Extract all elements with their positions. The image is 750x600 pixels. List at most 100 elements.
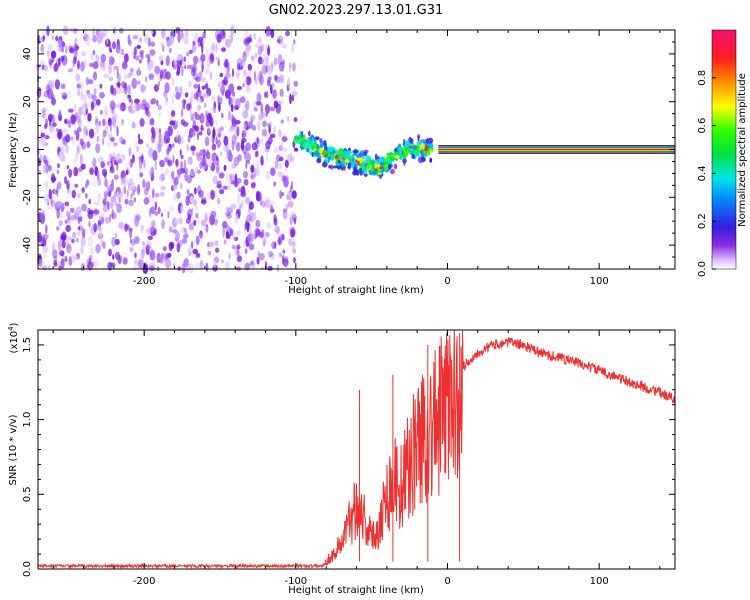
track-cell [381,173,384,177]
noise-cell [36,87,42,98]
noise-cell [87,42,90,48]
noise-cell [46,50,50,58]
noise-cell [48,165,53,172]
noise-cell [284,213,290,220]
noise-cell [290,43,295,54]
noise-cell [90,246,95,255]
noise-cell [243,179,249,186]
noise-cell [65,224,71,232]
noise-cell [74,48,78,59]
noise-cell [98,120,101,127]
noise-cell [236,141,241,152]
noise-cell [76,84,82,89]
noise-cell [269,253,274,260]
noise-cell [43,65,49,72]
noise-cell [260,138,264,147]
noise-cell [166,148,170,155]
track-cell [347,163,351,169]
noise-cell [259,197,263,206]
noise-cell [293,257,296,264]
noise-cell [236,85,243,91]
noise-cell [99,83,103,89]
noise-cell [81,187,85,194]
noise-cell [53,187,57,196]
noise-cell [207,158,212,169]
x-tick-label: -200 [133,276,156,287]
noise-cell [266,65,273,75]
noise-cell [260,200,266,208]
noise-cell [77,118,82,129]
noise-cell [56,131,63,140]
noise-cell [180,160,183,171]
noise-cell [168,47,172,54]
noise-cell [222,226,225,238]
noise-cell [262,57,269,69]
noise-cell [265,112,268,117]
track-cell [346,150,352,155]
noise-cell [136,45,141,49]
noise-cell [60,202,65,212]
noise-cell [256,256,260,265]
noise-cell [198,131,203,136]
noise-cell [213,218,219,226]
noise-cell [198,189,204,198]
noise-cell [293,217,297,225]
noise-cell [75,130,80,142]
noise-cell [141,99,147,106]
noise-cell [181,238,188,244]
noise-cell [83,110,86,117]
noise-cell [171,143,175,148]
noise-cell [85,34,91,43]
noise-cell [61,250,65,258]
noise-cell [291,213,297,223]
noise-cell [70,136,73,141]
noise-cell [64,255,68,262]
noise-cell [255,43,259,48]
noise-cell [207,242,210,248]
noise-cell [64,118,67,124]
noise-cell [190,145,196,152]
x-tick-label: -100 [284,276,307,287]
snr-x-ticks: -200 -100 0 100 [52,330,661,587]
noise-cell [96,135,100,143]
noise-cell [130,193,133,200]
noise-cell [108,63,112,75]
y-tick-label: 1.5 [22,337,33,353]
noise-cell [46,234,49,239]
noise-cell [71,189,77,199]
noise-cell [277,58,281,68]
noise-cell [259,70,263,79]
noise-cell [183,167,189,174]
noise-cell [281,43,288,49]
noise-cell [148,73,155,80]
noise-cell [154,193,159,200]
noise-cell [160,212,164,217]
noise-cell [245,85,251,93]
noise-cell [42,164,49,173]
noise-cell [125,169,129,175]
noise-cell [217,81,221,88]
track-cell [416,141,422,146]
noise-cell [140,85,147,92]
noise-cell [81,203,87,212]
noise-cell [120,177,126,185]
track-cell [365,165,371,170]
noise-cell [219,96,223,105]
noise-cell [177,168,183,176]
noise-cell [170,241,175,249]
noise-cell [217,133,222,138]
noise-cell [66,243,72,254]
noise-cell [87,89,91,99]
noise-cell [223,76,229,86]
noise-cell [102,28,108,37]
noise-cell [186,51,190,57]
noise-cell [169,143,172,149]
noise-cell [285,30,291,37]
noise-cell [69,187,72,194]
noise-cell [160,191,165,197]
noise-cell [193,92,198,100]
noise-cell [218,172,225,179]
noise-cell [83,28,87,37]
noise-cell [266,90,269,99]
noise-cell [169,120,176,126]
